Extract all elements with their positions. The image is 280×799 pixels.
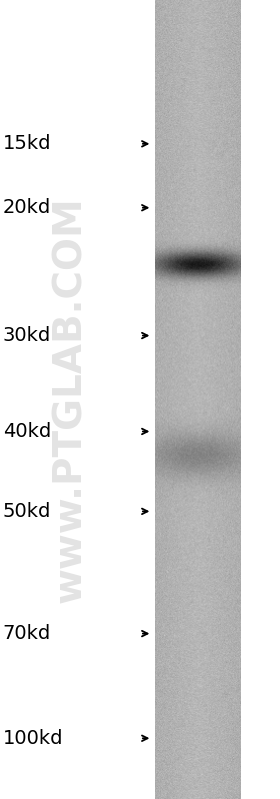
Text: 40kd: 40kd — [3, 422, 51, 441]
Text: 15kd: 15kd — [3, 134, 51, 153]
Text: 70kd: 70kd — [3, 624, 51, 643]
Text: 50kd: 50kd — [3, 502, 51, 521]
Text: www.PTGLAB.COM: www.PTGLAB.COM — [51, 196, 89, 603]
Text: 20kd: 20kd — [3, 198, 51, 217]
Text: 30kd: 30kd — [3, 326, 51, 345]
Text: 100kd: 100kd — [3, 729, 63, 748]
